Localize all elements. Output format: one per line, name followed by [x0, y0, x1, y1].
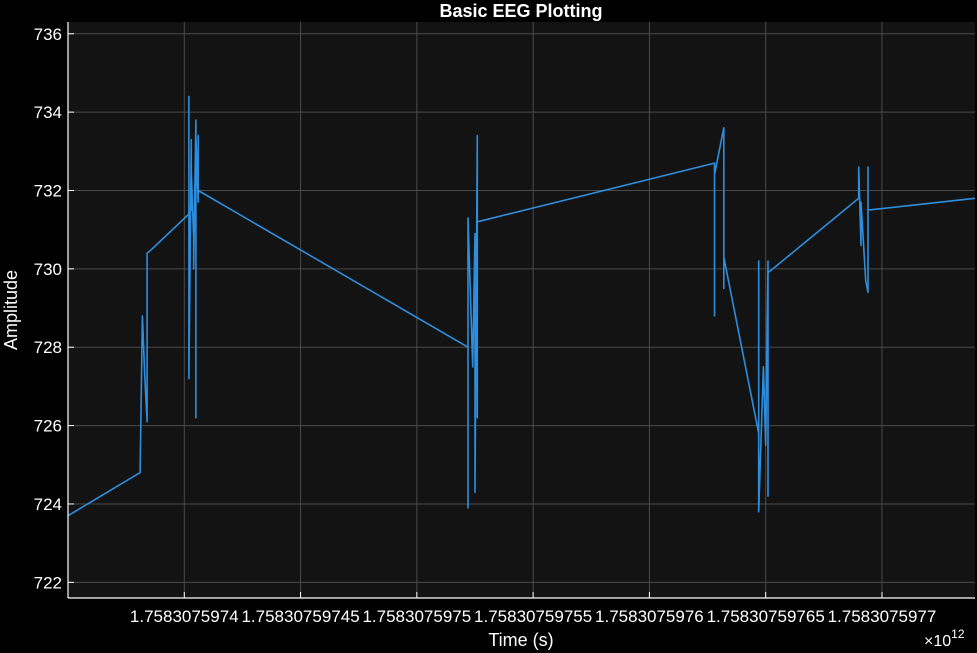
series-group — [67, 95, 976, 517]
y-tick-label: 736 — [34, 25, 62, 44]
y-tick-label: 734 — [34, 103, 62, 122]
x-tick-label: 1.7583075976 — [595, 607, 704, 626]
axes — [67, 22, 975, 599]
y-axis-label: Amplitude — [1, 270, 21, 350]
x-tick-label: 1.75830759765 — [707, 607, 825, 626]
x-axis-exponent-power: 12 — [951, 627, 965, 641]
y-tick-label: 730 — [34, 260, 62, 279]
x-tick-label: 1.75830759745 — [241, 607, 359, 626]
y-tick-label: 724 — [34, 495, 62, 514]
y-tick-label: 722 — [34, 573, 62, 592]
y-tick-label: 726 — [34, 417, 62, 436]
x-tick-label: 1.7583075977 — [828, 607, 937, 626]
chart-title: Basic EEG Plotting — [439, 1, 602, 21]
tick-labels: 1.7583075974 1.75830759745 1.7583075975 1.7… — [34, 25, 937, 626]
x-tick-label: 1.7583075975 — [362, 607, 471, 626]
grid-lines — [68, 22, 975, 598]
eeg-series-line — [67, 95, 976, 517]
x-axis-exponent: ×1012 — [924, 627, 965, 650]
plot-area[interactable] — [68, 22, 975, 598]
x-tick-label: 1.7583075974 — [130, 607, 239, 626]
y-tick-label: 732 — [34, 181, 62, 200]
x-tick-label: 1.75830759755 — [474, 607, 592, 626]
x-axis-label: Time (s) — [488, 630, 553, 650]
x-axis-exponent-base: ×10 — [924, 633, 951, 650]
y-tick-label: 728 — [34, 338, 62, 357]
